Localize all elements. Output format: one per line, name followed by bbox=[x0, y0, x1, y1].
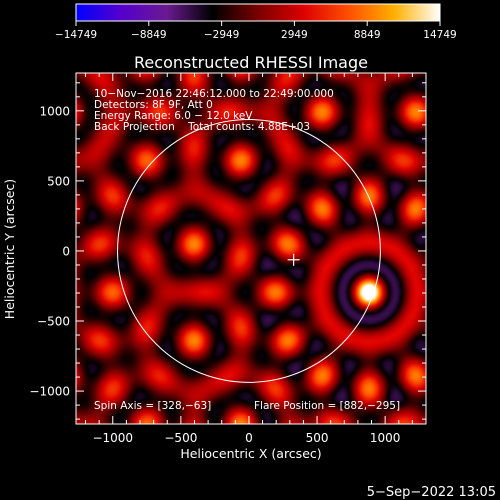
flare-position-label: Flare Position = [882,−295] bbox=[254, 400, 400, 412]
y-tick-label: −500 bbox=[37, 315, 70, 329]
annotation-time-range: 10−Nov−2016 22:46:12.000 to 22:49:00.000 bbox=[94, 88, 334, 100]
x-tick-label: 0 bbox=[245, 431, 253, 445]
y-tick-labels: 1000 500 0 −500 −1000 bbox=[29, 104, 70, 398]
x-tick-labels: −1000 −500 0 500 1000 bbox=[92, 431, 400, 445]
x-tick-label: −500 bbox=[164, 431, 197, 445]
colorbar-tick-label: 8849 bbox=[354, 29, 381, 41]
colorbar-tick-label: −2949 bbox=[204, 29, 240, 41]
chart-title: Reconstructed RHESSI Image bbox=[134, 53, 368, 72]
colorbar-tick-label: −8849 bbox=[131, 29, 167, 41]
annotation-detectors: Detectors: 8F 9F, Att 0 bbox=[94, 99, 213, 111]
x-axis-label: Heliocentric X (arcsec) bbox=[180, 446, 321, 461]
x-tick-label: 1000 bbox=[370, 431, 401, 445]
axis-ticks bbox=[76, 73, 426, 424]
annotation-method-counts: Back Projection Total counts: 4.88E+03 bbox=[94, 121, 310, 133]
colorbar-tick-label: −14749 bbox=[55, 29, 97, 41]
colorbar-tick-label: 2949 bbox=[281, 29, 308, 41]
y-tick-label: 1000 bbox=[39, 104, 70, 118]
y-tick-label: 500 bbox=[47, 174, 70, 188]
spin-axis-label: Spin Axis = [328,−63] bbox=[94, 400, 211, 412]
y-axis-label: Heliocentric Y (arcsec) bbox=[2, 179, 17, 319]
y-tick-label: 0 bbox=[62, 244, 70, 258]
solar-limb-circle bbox=[117, 119, 381, 383]
annotation-energy-range: Energy Range: 6.0 − 12.0 keV bbox=[94, 110, 253, 122]
x-tick-label: −1000 bbox=[92, 431, 133, 445]
colorbar bbox=[75, 3, 441, 22]
y-tick-label: −1000 bbox=[29, 385, 70, 399]
colorbar-tick-label: 14749 bbox=[423, 29, 456, 41]
x-tick-label: 500 bbox=[306, 431, 329, 445]
spin-axis-marker bbox=[287, 253, 300, 266]
colorbar-ticks: −14749 −8849 −2949 2949 8849 14749 bbox=[55, 21, 457, 41]
heatmap-image bbox=[76, 73, 426, 424]
plot-frame bbox=[75, 72, 427, 425]
footer-timestamp: 5−Sep−2022 13:05 bbox=[367, 485, 496, 500]
